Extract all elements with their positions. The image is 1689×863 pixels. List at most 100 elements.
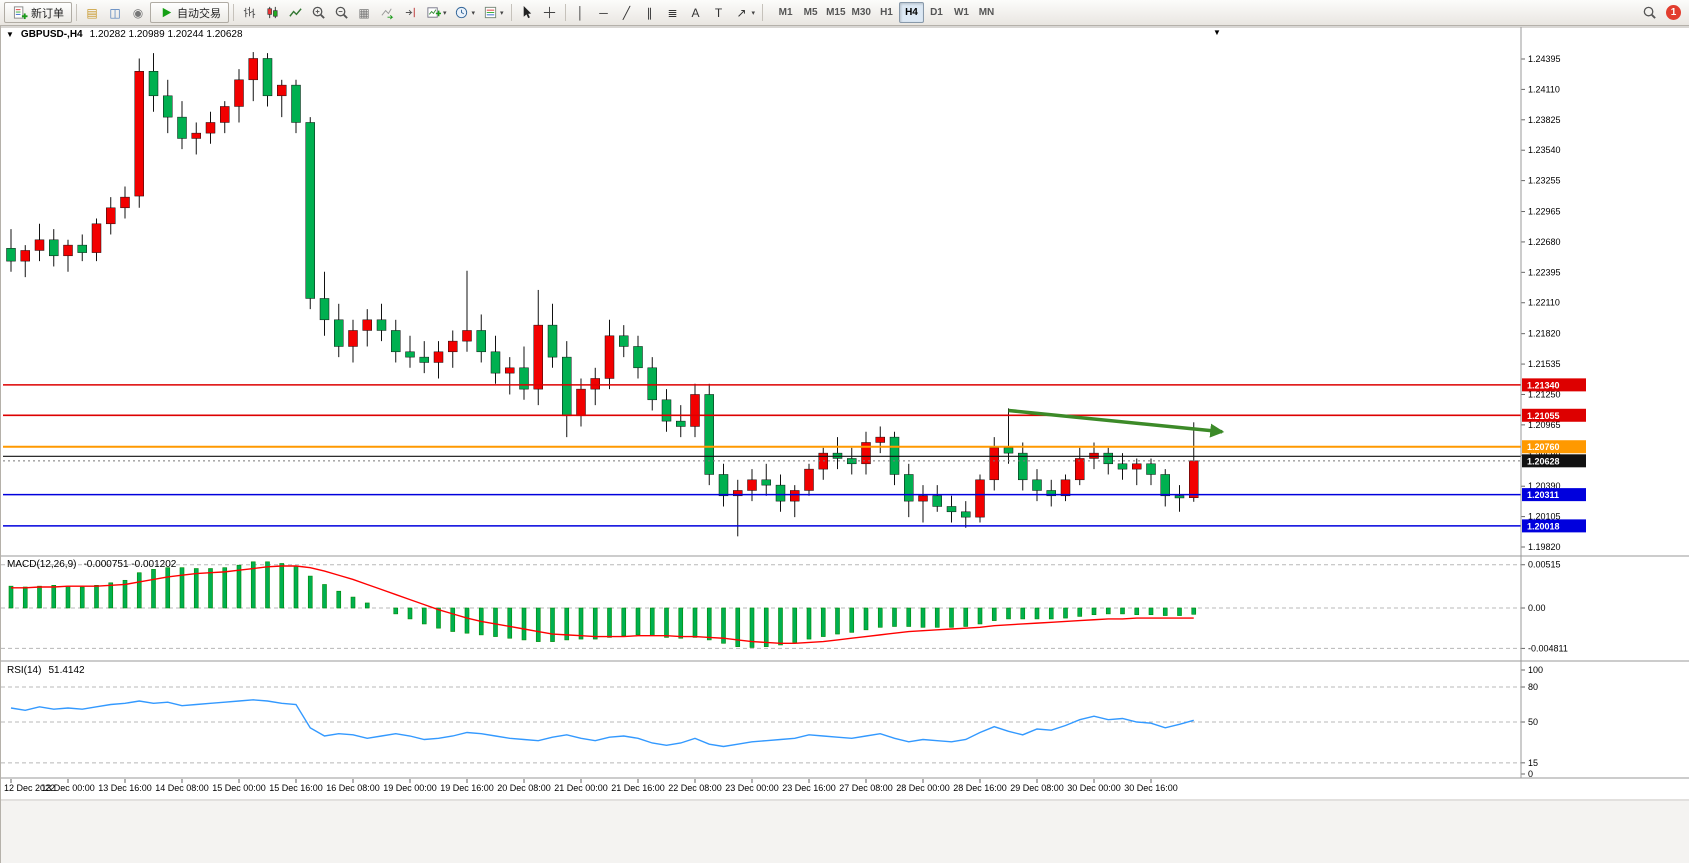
bear-candle bbox=[148, 71, 159, 97]
bull-candle bbox=[533, 324, 543, 390]
crosshair-button[interactable] bbox=[539, 2, 561, 23]
bull-candle bbox=[918, 495, 928, 502]
bull-candle bbox=[975, 479, 985, 518]
macd-histogram-bar bbox=[991, 607, 997, 621]
time-axis-label: 21 Dec 16:00 bbox=[611, 783, 665, 793]
macd-histogram-bar bbox=[763, 607, 769, 647]
macd-histogram-bar bbox=[165, 567, 171, 609]
search-button[interactable] bbox=[1638, 2, 1660, 23]
trend-arrow-annotation[interactable] bbox=[1008, 408, 1225, 438]
time-axis-label: 28 Dec 00:00 bbox=[896, 783, 950, 793]
macd-axis-label: 0.00 bbox=[1528, 603, 1546, 613]
timeframe-m5[interactable]: M5 bbox=[798, 2, 823, 23]
timeframe-d1[interactable]: D1 bbox=[924, 2, 949, 23]
timeframe-m30[interactable]: M30 bbox=[849, 2, 874, 23]
bear-candle bbox=[334, 319, 344, 347]
new-order-button[interactable]: 新订单 bbox=[4, 2, 72, 23]
fibonacci-button[interactable]: ≣ bbox=[662, 2, 684, 23]
macd-histogram-bar bbox=[293, 565, 299, 609]
templates-button[interactable]: ▾ bbox=[479, 2, 507, 23]
auto-scroll-icon bbox=[379, 5, 395, 21]
text-icon: A bbox=[691, 5, 700, 20]
periods-button[interactable]: ▾ bbox=[451, 2, 479, 23]
auto-scroll-button[interactable] bbox=[376, 2, 398, 23]
rsi-axis-label: 80 bbox=[1528, 682, 1538, 692]
navigator-icon: ◉ bbox=[132, 5, 144, 20]
time-axis-label: 15 Dec 16:00 bbox=[269, 783, 323, 793]
bull-candle bbox=[220, 106, 230, 123]
macd-histogram-bar bbox=[94, 585, 99, 609]
timeframe-mn[interactable]: MN bbox=[974, 2, 999, 23]
timeframe-h4[interactable]: H4 bbox=[898, 2, 924, 23]
rsi-axis-label: 15 bbox=[1528, 758, 1538, 768]
tile-windows-button[interactable]: ▦ bbox=[353, 2, 375, 23]
timeframe-m1[interactable]: M1 bbox=[773, 2, 798, 23]
price-pane[interactable] bbox=[1, 28, 1521, 556]
time-axis-label: 16 Dec 08:00 bbox=[326, 783, 380, 793]
line-chart-button[interactable] bbox=[284, 2, 306, 23]
macd-histogram-bar bbox=[336, 590, 342, 609]
bear-candle bbox=[419, 356, 429, 363]
bull-candle bbox=[576, 388, 586, 417]
auto-trading-label: 自动交易 bbox=[177, 7, 221, 20]
macd-histogram-bar bbox=[1120, 607, 1125, 615]
new-chart-button[interactable]: ▾ bbox=[422, 2, 450, 23]
zoom-out-button[interactable] bbox=[330, 2, 352, 23]
horizontal-line-button[interactable]: ─ bbox=[593, 2, 615, 23]
bar-chart-icon bbox=[241, 5, 257, 21]
bear-candle bbox=[291, 84, 301, 123]
macd-histogram-bar bbox=[550, 607, 555, 642]
chart-title: ▼ GBPUSD-,H4 1.20282 1.20989 1.20244 1.2… bbox=[6, 29, 243, 40]
bull-candle bbox=[348, 330, 358, 347]
price-axis-label: 1.24110 bbox=[1528, 84, 1560, 94]
chart-shift-button[interactable] bbox=[399, 2, 421, 23]
macd-histogram-bar bbox=[393, 607, 399, 615]
bull-candle bbox=[134, 71, 144, 197]
bull-candle bbox=[120, 196, 130, 209]
auto-trading-button[interactable]: 自动交易 bbox=[150, 2, 229, 23]
candlestick-chart-button[interactable] bbox=[261, 2, 283, 23]
text-button[interactable]: A bbox=[685, 2, 707, 23]
toolbar: 新订单 ▤ ◫ ◉ 自动交易 ▦ ▾ ▾ bbox=[0, 0, 1689, 26]
macd-name: MACD(12,26,9) bbox=[7, 559, 77, 570]
arrows-button[interactable]: ↗ ▾ bbox=[731, 2, 759, 23]
new-order-icon bbox=[12, 5, 28, 21]
price-tag bbox=[1522, 378, 1586, 392]
macd-histogram-bar bbox=[208, 568, 213, 609]
macd-histogram-bar bbox=[136, 572, 142, 609]
timeframe-h1[interactable]: H1 bbox=[874, 2, 899, 23]
macd-histogram-bar bbox=[236, 564, 242, 609]
zoom-in-button[interactable] bbox=[307, 2, 329, 23]
bear-candle bbox=[704, 394, 714, 475]
market-watch-button[interactable]: ▤ bbox=[81, 2, 103, 23]
equidistant-channel-button[interactable]: ∥ bbox=[639, 2, 661, 23]
macd-histogram-bar bbox=[1048, 607, 1054, 620]
bull-candle bbox=[277, 84, 287, 97]
bear-candle bbox=[961, 511, 971, 518]
navigator-button[interactable]: ◉ bbox=[127, 2, 149, 23]
trendline-button[interactable]: ╱ bbox=[616, 2, 638, 23]
bear-candle bbox=[1003, 447, 1014, 454]
bear-candle bbox=[163, 95, 173, 118]
bear-candle bbox=[619, 335, 629, 347]
symbol-dropdown-icon[interactable]: ▼ bbox=[6, 30, 14, 39]
notification-badge[interactable]: 1 bbox=[1666, 5, 1681, 20]
bull-candle bbox=[106, 207, 116, 225]
price-chart-canvas[interactable]: 0.00515 0.00 -0.004811 100 80 50 150 1.24395 1.2… bbox=[1, 26, 1689, 863]
toolbar-separator bbox=[233, 4, 234, 21]
vertical-line-button[interactable]: │ bbox=[570, 2, 592, 23]
data-window-button[interactable]: ◫ bbox=[104, 2, 126, 23]
macd-histogram-bar bbox=[963, 607, 969, 627]
cursor-button[interactable] bbox=[516, 2, 538, 23]
chart-end-marker-icon: ▼ bbox=[1213, 28, 1221, 37]
data-window-icon: ◫ bbox=[109, 5, 121, 20]
dropdown-caret-icon: ▾ bbox=[443, 9, 447, 17]
macd-pane[interactable] bbox=[1, 558, 1521, 660]
macd-histogram-bar bbox=[1148, 607, 1154, 616]
bull-candle bbox=[462, 330, 472, 342]
rsi-pane[interactable] bbox=[1, 662, 1521, 777]
bar-chart-button[interactable] bbox=[238, 2, 260, 23]
timeframe-w1[interactable]: W1 bbox=[949, 2, 974, 23]
timeframe-m15[interactable]: M15 bbox=[823, 2, 848, 23]
text-label-button[interactable]: T bbox=[708, 2, 730, 23]
